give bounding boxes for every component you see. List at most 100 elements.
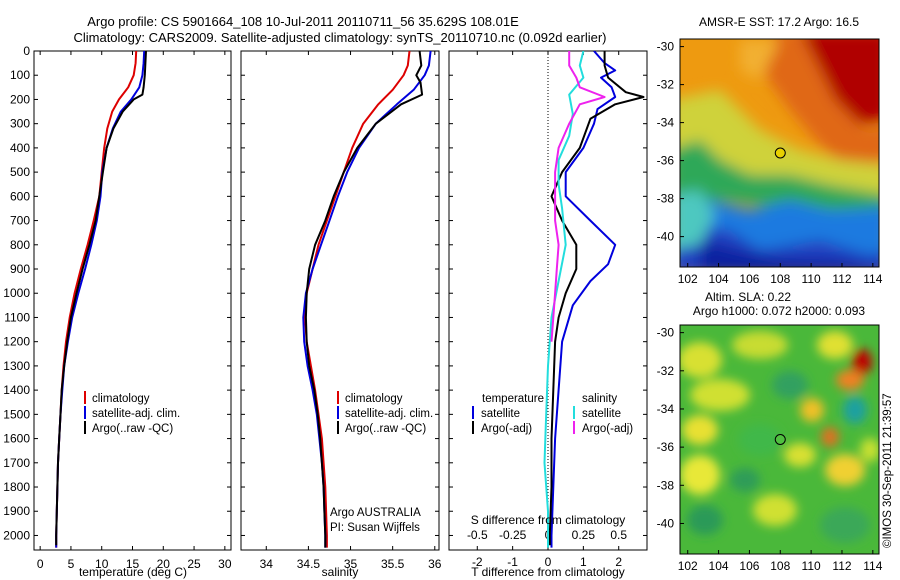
y-tick-label: 1900 xyxy=(3,504,30,518)
map-x-tick-label: 108 xyxy=(770,272,790,286)
legend-header-salinity: salinity xyxy=(582,393,617,405)
x-tick-label: 34.5 xyxy=(297,557,321,571)
map-x-tick-label: 112 xyxy=(832,272,851,286)
title-line-1: Argo profile: CS 5901664_108 10-Jul-2011… xyxy=(87,14,519,29)
y-tick-label: 0 xyxy=(23,44,30,58)
legend-label-climatology: climatology xyxy=(92,393,150,405)
sst-map-frame xyxy=(679,38,880,268)
salinity-panel: 34 34.5 35 35.5 36 salinity climatology sate… xyxy=(240,50,442,579)
salinity-xlabel: salinity xyxy=(322,565,359,579)
map-y-tick-label: -30 xyxy=(657,326,675,340)
x-tick-label: 10 xyxy=(95,557,109,571)
y-tick-label: 100 xyxy=(10,68,30,82)
legend-label-argo: Argo(..raw -QC) xyxy=(92,423,173,435)
legend-label-satellite: satellite-adj. clim. xyxy=(345,408,433,420)
argo-location-marker xyxy=(774,434,786,445)
y-tick-label: 1200 xyxy=(3,335,30,349)
map-x-tick-label: 112 xyxy=(832,559,851,573)
argo-program-note: Argo AUSTRALIA xyxy=(330,507,421,519)
temperature-ticks: 0 5 10 15 20 25 300100200300400500600700800900… xyxy=(3,44,232,571)
s-tick-label: 0.25 xyxy=(572,528,596,542)
sst-image xyxy=(680,39,879,267)
y-tick-label: 1700 xyxy=(3,456,30,470)
y-tick-label: 1400 xyxy=(3,383,30,397)
pi-note: PI: Susan Wijffels xyxy=(330,522,420,534)
x-tick-label: 20 xyxy=(157,557,171,571)
y-tick-label: 1600 xyxy=(3,432,30,446)
y-tick-label: 1500 xyxy=(3,407,30,421)
legend-label-s-satellite: satellite xyxy=(582,408,621,420)
series-line-s-satellite xyxy=(543,51,585,548)
sst-map: AMSR-E SST: 17.2 Argo: 16.5 102 104 106 108… xyxy=(657,15,883,286)
map-y-tick-label: -32 xyxy=(657,78,675,92)
sla-map: Altim. SLA: 0.22 Argo h1000: 0.072 h2000… xyxy=(657,290,883,573)
x-tick-label: 36 xyxy=(428,557,442,571)
y-tick-label: 500 xyxy=(10,165,30,179)
s-tick-label: -0.25 xyxy=(499,528,527,542)
sla-map-frame xyxy=(679,324,880,555)
sla-map-title-1: Altim. SLA: 0.22 xyxy=(705,290,791,304)
title-line-2: Climatology: CARS2009. Satellite-adjuste… xyxy=(73,30,606,45)
map-y-tick-label: -34 xyxy=(657,116,675,130)
temperature-xlabel: temperature (deg C) xyxy=(79,565,187,579)
x-tick-label: -1 xyxy=(507,555,518,569)
map-x-tick-label: 106 xyxy=(739,559,759,573)
s-tick-label: -0.5 xyxy=(467,528,488,542)
map-y-tick-label: -38 xyxy=(657,478,675,492)
map-x-tick-label: 102 xyxy=(678,559,698,573)
difference-legend: temperature salinity satellite Argo(-adj… xyxy=(472,393,633,435)
x-tick-label: 15 xyxy=(126,557,140,571)
map-x-tick-label: 102 xyxy=(678,272,698,286)
x-tick-label: 35.5 xyxy=(381,557,405,571)
s-difference-xlabel: S difference from climatology xyxy=(471,513,626,527)
y-tick-label: 400 xyxy=(10,141,30,155)
s-tick-label: 0.5 xyxy=(610,528,627,542)
sla-map-title-2: Argo h1000: 0.072 h2000: 0.093 xyxy=(693,304,865,318)
t-difference-xlabel: T difference from climatology xyxy=(471,565,625,579)
y-tick-label: 1000 xyxy=(3,286,30,300)
legend-label-climatology: climatology xyxy=(345,393,403,405)
sla-map-ticks: 102 104 106 108 110 112 114 -30 -32 -34 -36 -38 -40 xyxy=(657,326,883,573)
temperature-legend: climatology satellite-adj. clim. Argo(..… xyxy=(84,391,180,435)
difference-panel: -2 -1 0 1 2-0.5 -0.25 0 0.25 0.5 S difference fr… xyxy=(448,50,648,579)
difference-series xyxy=(543,51,645,548)
x-tick-label: 2 xyxy=(615,555,622,569)
y-tick-label: 900 xyxy=(10,262,30,276)
legend-label-t-satellite: satellite xyxy=(481,408,520,420)
sst-map-title: AMSR-E SST: 17.2 Argo: 16.5 xyxy=(699,15,859,29)
map-x-tick-label: 114 xyxy=(863,272,882,286)
temperature-series xyxy=(55,50,147,548)
y-tick-label: 800 xyxy=(10,238,30,252)
legend-label-s-argo: Argo(-adj) xyxy=(582,423,633,435)
temperature-axes-box xyxy=(33,50,232,551)
map-y-tick-label: -30 xyxy=(657,40,675,54)
map-y-tick-label: -40 xyxy=(657,516,675,530)
salinity-series xyxy=(302,50,432,548)
y-tick-label: 1300 xyxy=(3,359,30,373)
y-tick-label: 200 xyxy=(10,92,30,106)
x-tick-label: 30 xyxy=(218,557,232,571)
map-x-tick-label: 108 xyxy=(770,559,790,573)
y-tick-label: 1100 xyxy=(4,310,30,324)
sst-map-ticks: 102 104 106 108 110 112 114 -30 -32 -34 -36 -38 -40 xyxy=(657,40,883,286)
salinity-axes-box xyxy=(240,50,440,551)
map-x-tick-label: 106 xyxy=(739,272,759,286)
x-tick-label: -2 xyxy=(472,555,483,569)
temperature-panel: 0 5 10 15 20 25 300100200300400500600700800900… xyxy=(3,44,232,579)
map-y-tick-label: -38 xyxy=(657,192,675,206)
map-x-tick-label: 110 xyxy=(802,272,821,286)
series-line-satellite-adj-clim xyxy=(55,50,146,548)
map-x-tick-label: 114 xyxy=(863,559,882,573)
legend-label-t-argo: Argo(-adj) xyxy=(481,423,532,435)
map-y-tick-label: -36 xyxy=(657,440,675,454)
y-tick-label: 1800 xyxy=(3,480,30,494)
y-tick-label: 700 xyxy=(10,214,30,228)
x-tick-label: 1 xyxy=(580,555,587,569)
imos-credit: ©IMOS 30-Sep-2011 21:39:57 xyxy=(882,393,894,548)
argo-location-marker xyxy=(774,147,786,159)
map-x-tick-label: 110 xyxy=(802,559,821,573)
y-tick-label: 2000 xyxy=(3,528,30,542)
series-line-climatology xyxy=(304,50,411,548)
legend-label-satellite: satellite-adj. clim. xyxy=(92,408,180,420)
